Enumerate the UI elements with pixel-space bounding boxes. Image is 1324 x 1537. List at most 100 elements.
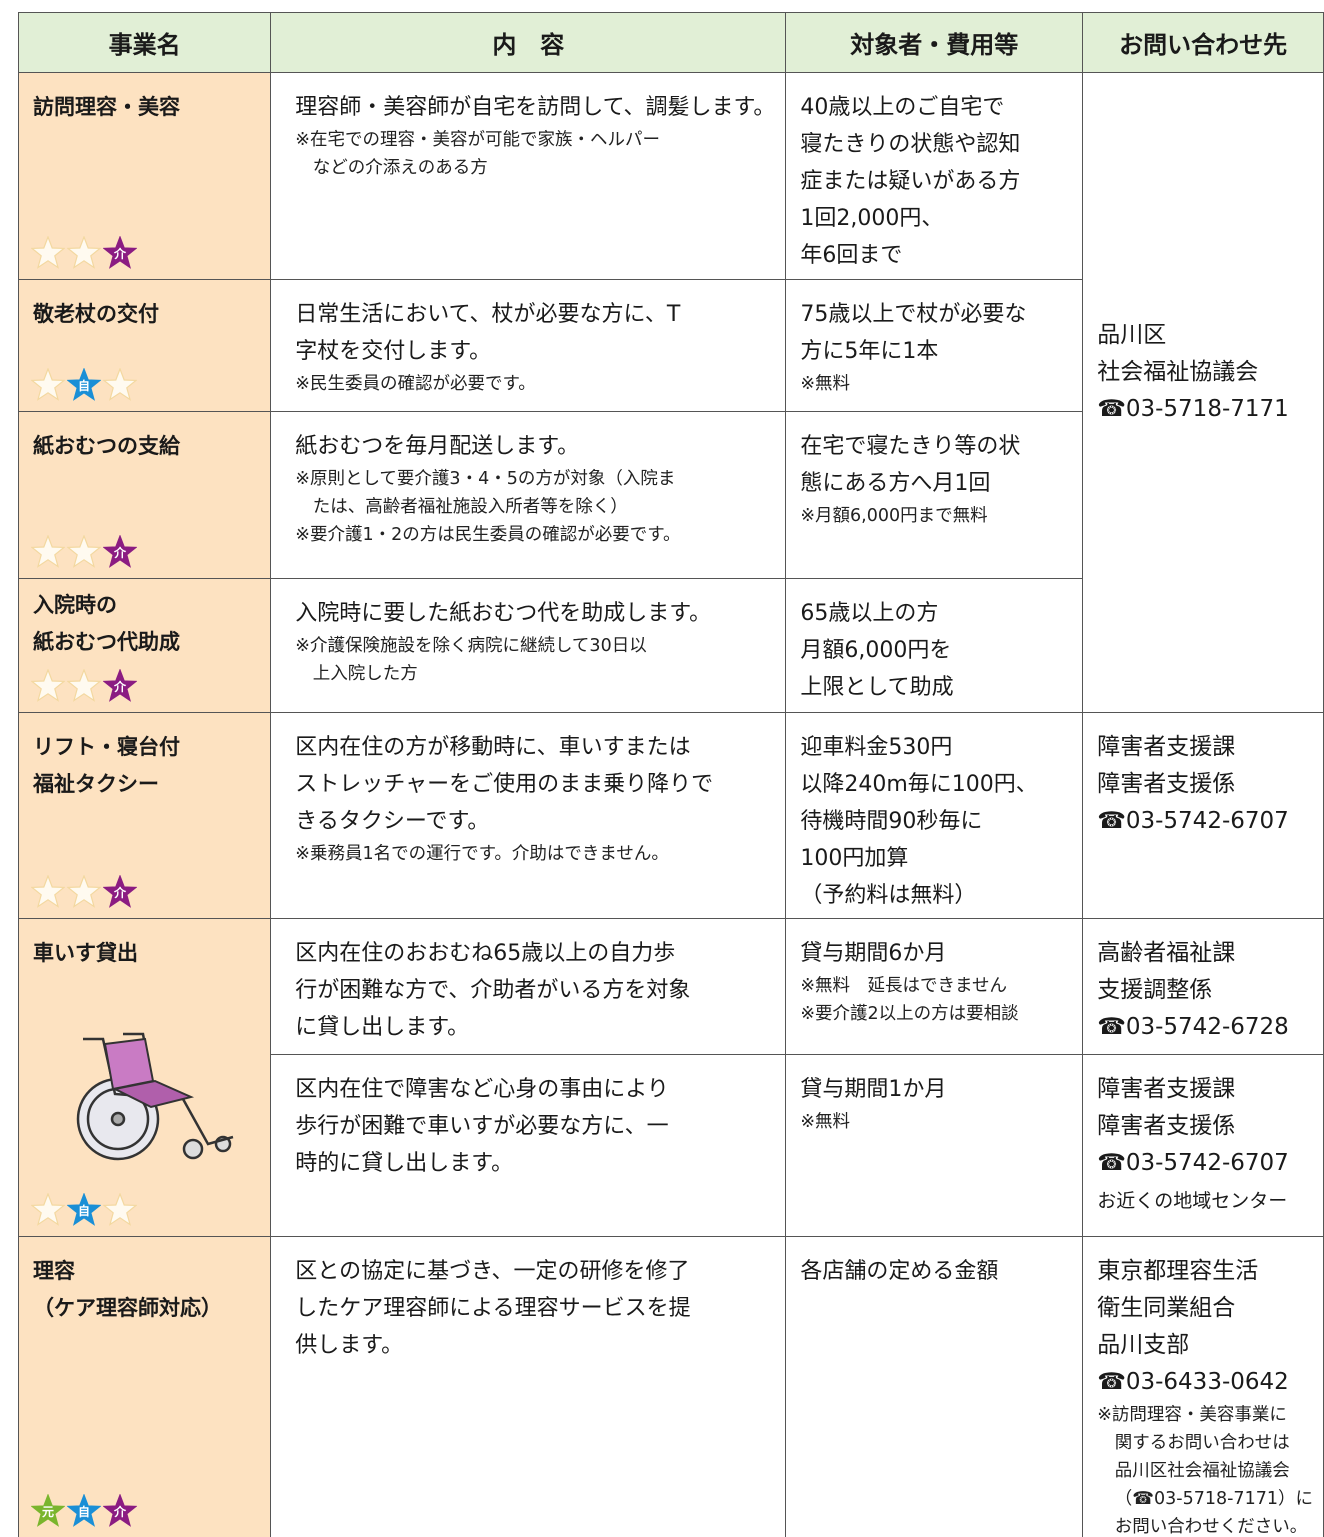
row: 理容 （ケア理容師対応） 元 自 介 区との協定に基づき、一定の研修を修了 したケア理容師に… — [18, 1236, 1324, 1537]
star-badge — [67, 669, 101, 702]
star-badge: 自 — [67, 368, 101, 401]
star-badge — [31, 1193, 65, 1226]
star-shape — [31, 1494, 65, 1527]
contact-cell: 品川区 社会福祉協議会 ☎03-5718-7171 — [1082, 72, 1324, 713]
star-shape — [67, 535, 101, 568]
star-badge — [31, 535, 65, 568]
star-badge — [31, 875, 65, 908]
content-line: きるタクシーです。 — [295, 809, 490, 834]
star-shape — [31, 1193, 65, 1226]
contact-line: ☎03-5742-6707 — [1097, 1150, 1289, 1176]
contact-line: 衛生同業組合 — [1097, 1295, 1236, 1321]
target-line: 貸与期間1か月 — [800, 1077, 947, 1102]
badge-label: 介 — [113, 885, 127, 900]
content-line: 行が困難な方で、介助者がいる方を対象 — [295, 978, 691, 1003]
note-line: ※月額6,000円まで無料 — [800, 506, 988, 526]
name-inner: リフト・寝台付 福祉タクシー介 — [19, 713, 270, 918]
contact-line: 品川支部 — [1097, 1332, 1190, 1358]
content-line: 区内在住のおおむね65歳以上の自力歩 — [295, 941, 676, 966]
content-cell: 区内在住のおおむね65歳以上の自力歩 行が困難な方で、介助者がいる方を対象 に貸し出… — [270, 918, 787, 1055]
target-cell: 75歳以上で杖が必要な 方に5年に1本 ※無料 — [785, 279, 1084, 412]
service-table: 事業名内 容対象者・費用等 お問い合わせ先 訪問理容・美容介理容師・美容師が自宅を訪… — [18, 12, 1324, 1537]
target-line: 在宅で寝たきり等の状 — [800, 434, 1021, 459]
note: ※訪問理容・美容事業に 関するお問い合わせは 品川区社会福祉協議会 （☎03-5718… — [1097, 1401, 1313, 1537]
content-cell: 日常生活において、杖が必要な方に、T 字杖を交付します。 ※民生委員の確認が必要です… — [270, 279, 787, 412]
note: ※無料 延長はできません — [800, 972, 1072, 1000]
name-inner: 理容 （ケア理容師対応） 元 自 介 — [19, 1237, 270, 1537]
note: ※無料 — [800, 370, 1072, 398]
star-shape — [67, 1494, 101, 1527]
star-badge — [67, 875, 101, 908]
content-line: したケア理容師による理容サービスを提 — [295, 1296, 691, 1321]
contact-line: 支援調整係 — [1097, 977, 1213, 1003]
star-badge — [31, 236, 65, 269]
star-shape — [67, 875, 101, 908]
row: 紙おむつの支給介紙おむつを毎月配送します。 ※原則として要介護3・4・5の方が対象… — [18, 411, 1324, 579]
star-badge — [31, 669, 65, 702]
contact-line: 東京都理容生活 — [1097, 1258, 1259, 1284]
content-cell: 区との協定に基づき、一定の研修を修了 したケア理容師による理容サービスを提 供します… — [270, 1236, 787, 1537]
target-line: 症または疑いがある方 — [800, 169, 1021, 194]
target-line: 以降240m毎に100円、 — [800, 772, 1038, 797]
star-badge — [31, 368, 65, 401]
badges: 介 — [31, 236, 137, 269]
content-cell: 入院時に要した紙おむつ代を助成します。 ※介護保険施設を除く病院に継続して30日以… — [270, 578, 787, 713]
target-line: 月額6,000円を — [800, 638, 952, 663]
target-cell: 各店舗の定める金額 — [785, 1236, 1084, 1537]
service-name: 敬老杖の交付 — [33, 302, 159, 326]
contact-line: 障害者支援課 — [1097, 734, 1236, 760]
target-line: 各店舗の定める金額 — [800, 1259, 999, 1284]
target-line: 上限として助成 — [800, 675, 954, 700]
content-line: 時的に貸し出します。 — [295, 1151, 514, 1176]
badge-label: 介 — [113, 545, 127, 560]
content-line: 区内在住で障害など心身の事由により — [295, 1077, 669, 1102]
contact-cell: 高齢者福祉課 支援調整係 ☎03-5742-6728 — [1082, 918, 1324, 1055]
contact-line: ☎03-5718-7171 — [1097, 396, 1289, 422]
target-line: 待機時間90秒毎に — [800, 809, 983, 834]
note: ※月額6,000円まで無料 — [800, 502, 1072, 530]
star-shape — [31, 236, 65, 269]
content-cell: 紙おむつを毎月配送します。 ※原則として要介護3・4・5の方が対象（入院ま たは、高… — [270, 411, 787, 579]
star-badge: 自 — [67, 1193, 101, 1226]
service-name: 入院時の — [33, 593, 117, 617]
target-line: 年6回まで — [800, 243, 903, 268]
badges: 元自介 — [31, 1494, 137, 1527]
name-cell: 敬老杖の交付自 — [18, 279, 272, 412]
row: 区内在住で障害など心身の事由により 歩行が困難で車いすが必要な方に、一 時的に貸し出… — [19, 1054, 1324, 1237]
note: ※介護保険施設を除く病院に継続して30日以 上入院した方 — [295, 632, 775, 688]
star-badge: 介 — [103, 535, 137, 568]
note-line: 品川区社会福祉協議会 — [1114, 1461, 1290, 1481]
note-line: ※民生委員の確認が必要です。 — [295, 374, 536, 394]
table-wrapper: 事業名内 容対象者・費用等 お問い合わせ先 訪問理容・美容介理容師・美容師が自宅を訪… — [18, 12, 1324, 1537]
name-inner: 紙おむつの支給介 — [19, 412, 270, 578]
content-line: 入院時に要した紙おむつ代を助成します。 — [295, 601, 712, 626]
target-line: （予約料は無料） — [800, 883, 977, 908]
badge-label: 元 — [42, 1505, 54, 1519]
service-name: 紙おむつの支給 — [33, 434, 180, 458]
note: ※在宅での理容・美容が可能で家族・ヘルパー などの介添えのある方 — [295, 126, 775, 182]
note-line: ※無料 — [800, 1112, 851, 1132]
row: 車いす貸出 自区内在住のおおむね65歳以上の自力歩 行が困難な方で、介助者がいる方… — [18, 918, 1324, 1237]
badge-label: 介 — [113, 679, 127, 694]
note: ※要介護2以上の方は要相談 — [800, 1000, 1072, 1028]
header-cell: 対象者・費用等 — [785, 12, 1084, 73]
target-line: 態にある方へ月1回 — [800, 471, 991, 496]
target-line: 迎車料金530円 — [800, 735, 953, 760]
contact-line: 品川区 — [1097, 322, 1167, 348]
contact-line: ☎03-5742-6728 — [1097, 1014, 1289, 1040]
name-inner: 敬老杖の交付自 — [19, 280, 270, 411]
star-shape — [103, 669, 137, 702]
content-line: 字杖を交付します。 — [295, 339, 492, 364]
star-badge: 介 — [103, 875, 137, 908]
contact-cell: 障害者支援課 障害者支援係 ☎03-5742-6707 お近くの地域センター — [1082, 1054, 1324, 1237]
name-inner: 訪問理容・美容介 — [19, 73, 270, 279]
note-line: ※訪問理容・美容事業に — [1097, 1405, 1287, 1425]
note: ※乗務員1名での運行です。介助はできません。 — [295, 840, 775, 868]
service-name: 訪問理容・美容 — [33, 95, 180, 119]
target-line: 40歳以上のご自宅で — [800, 95, 1005, 120]
note-line: ※無料 延長はできません — [800, 976, 1007, 996]
wheelchair-illustration — [76, 1032, 234, 1161]
content-line: 区との協定に基づき、一定の研修を修了 — [295, 1259, 690, 1284]
star-shape — [31, 535, 65, 568]
